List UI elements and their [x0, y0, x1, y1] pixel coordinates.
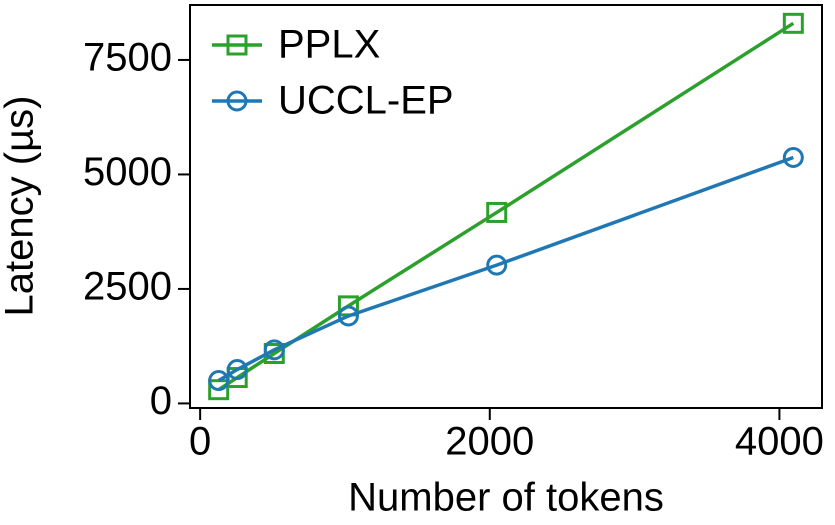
series-line	[217, 155, 794, 383]
y-tick-label: 0	[150, 379, 172, 423]
x-tick-label: 4000	[735, 420, 824, 464]
marker	[263, 339, 285, 361]
legend-marker	[226, 90, 248, 112]
marker	[208, 370, 230, 392]
marker	[782, 146, 804, 168]
marker	[226, 359, 248, 381]
y-tick-label: 2500	[83, 264, 172, 308]
y-tick-label: 7500	[83, 36, 172, 80]
marker	[486, 254, 508, 276]
legend-label: PPLX	[278, 23, 380, 67]
y-tick-label: 5000	[83, 150, 172, 194]
marker	[782, 12, 804, 34]
marker	[486, 201, 508, 223]
legend-label: UCCL-EP	[278, 79, 454, 123]
legend-marker	[226, 34, 248, 56]
series-line	[217, 21, 795, 392]
marker	[337, 305, 359, 327]
x-axis-label: Number of tokens	[348, 476, 664, 520]
marker	[208, 379, 230, 401]
plot-frame	[189, 4, 823, 409]
x-tick-label: 2000	[445, 420, 534, 464]
x-tick-label: 0	[189, 420, 211, 464]
y-axis-label: Latency (µs)	[0, 96, 42, 317]
